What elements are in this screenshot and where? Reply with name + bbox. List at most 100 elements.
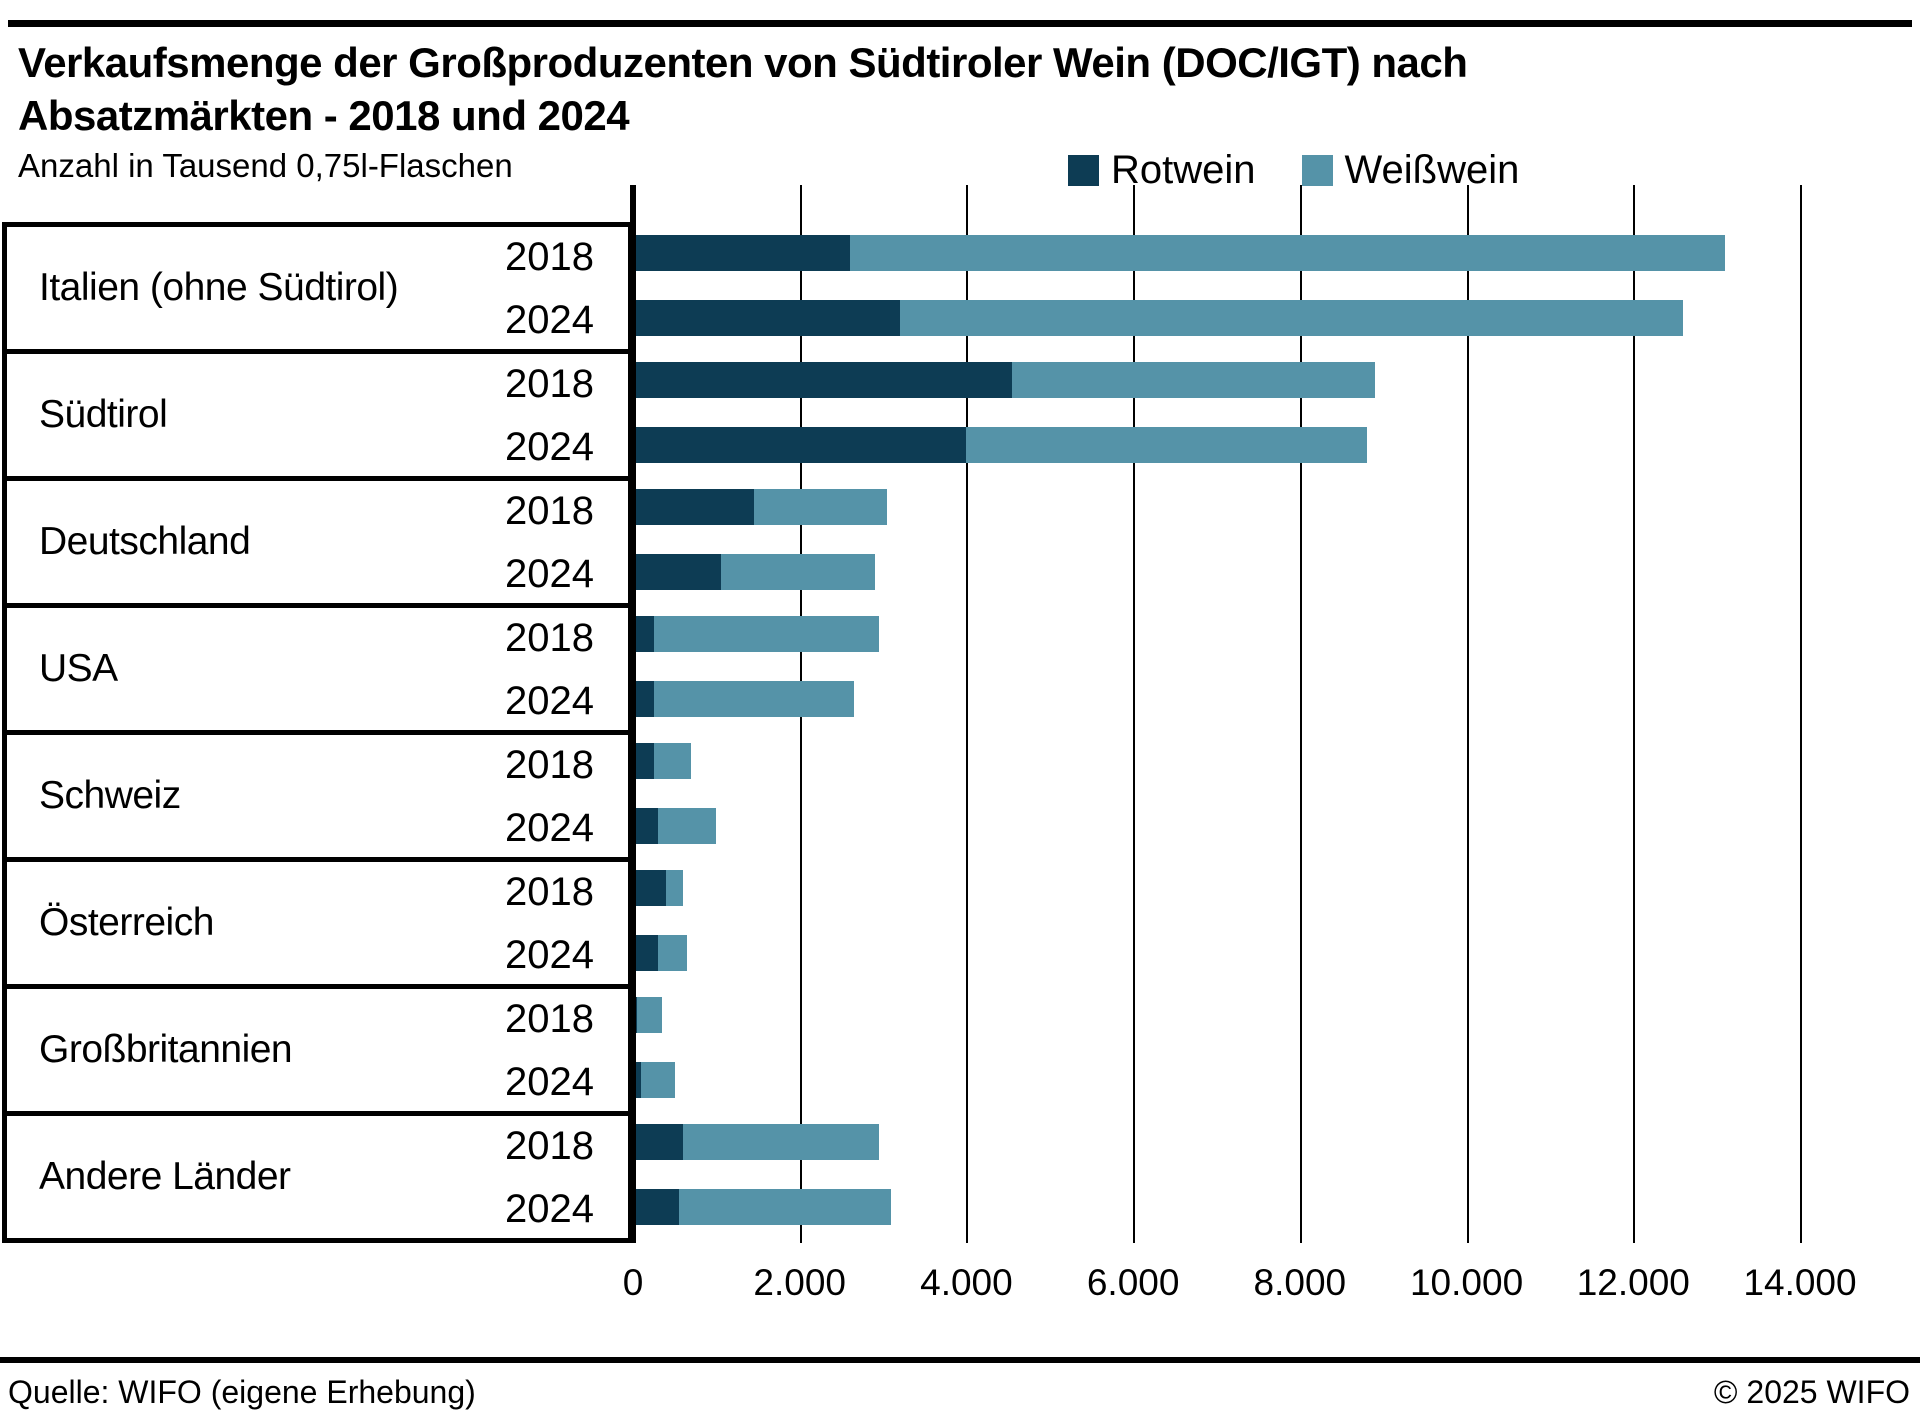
bar-segment-weisswein — [678, 1189, 892, 1225]
year-label-2024: 2024 — [505, 424, 594, 469]
rotwein-swatch-icon — [1068, 155, 1099, 186]
bar-segment-rotwein — [633, 300, 900, 336]
bar-s-dtirol-2018 — [633, 362, 1375, 398]
year-rows: 2018 2024 — [505, 608, 594, 730]
bar-segment-weisswein — [666, 870, 683, 906]
year-rows: 2018 2024 — [505, 227, 594, 349]
bar-segment-rotwein — [633, 1062, 642, 1098]
year-rows: 2018 2024 — [505, 862, 594, 984]
plot-area — [630, 185, 1913, 1243]
gridline-14000 — [1800, 185, 1802, 1243]
x-tick-label-14.000: 14.000 — [1743, 1262, 1857, 1303]
market-label: USA — [39, 647, 118, 690]
market-label: Andere Länder — [39, 1155, 291, 1198]
legend-item-weisswein: Weißwein — [1301, 148, 1520, 193]
bar-segment-weisswein — [899, 300, 1684, 336]
x-tick-label-4.000: 4.000 — [920, 1262, 1013, 1303]
bar-andere-l-nder-2024 — [633, 1189, 892, 1225]
bar-segment-rotwein — [633, 554, 721, 590]
x-tick-label-6.000: 6.000 — [1086, 1262, 1180, 1303]
year-label-2018: 2018 — [505, 742, 594, 787]
year-label-2024: 2024 — [505, 1059, 594, 1104]
year-label-2018: 2018 — [505, 996, 594, 1041]
legend-label: Rotwein — [1111, 148, 1256, 192]
source-note: Quelle: WIFO (eigene Erhebung) — [8, 1374, 476, 1410]
footer-divider — [0, 1357, 1920, 1363]
gridline-4000 — [966, 185, 969, 1243]
legend-label: Weißwein — [1344, 148, 1520, 192]
year-rows: 2018 2024 — [505, 1116, 594, 1238]
bar-segment-weisswein — [641, 1062, 675, 1098]
market-box: Schweiz 2018 2024 — [2, 730, 633, 862]
x-tick-label-8.000: 8.000 — [1253, 1262, 1347, 1303]
bar-segment-rotwein — [633, 743, 654, 779]
gridline-12000 — [1633, 185, 1636, 1243]
bar-segment-rotwein — [633, 1124, 683, 1160]
chart-legend: Rotwein Weißwein — [1068, 148, 1519, 193]
year-rows: 2018 2024 — [505, 481, 594, 603]
year-label-2024: 2024 — [505, 1186, 594, 1231]
year-label-2024: 2024 — [505, 932, 594, 977]
bar-usa-2024 — [633, 681, 854, 717]
bar-segment-rotwein — [633, 616, 654, 652]
bar-gro-britannien-2018 — [633, 997, 663, 1033]
bar-gro-britannien-2024 — [633, 1062, 675, 1098]
bar-segment-rotwein — [633, 870, 667, 906]
chart-title-line2: Absatzmärkten - 2018 und 2024 — [18, 92, 630, 139]
market-box: Deutschland 2018 2024 — [2, 476, 633, 608]
bar-segment-weisswein — [849, 235, 1725, 271]
bar--sterreich-2018 — [633, 870, 683, 906]
bar-segment-weisswein — [658, 935, 688, 971]
bar-usa-2018 — [633, 616, 879, 652]
bar-segment-weisswein — [653, 616, 879, 652]
market-box: Andere Länder 2018 2024 — [2, 1111, 633, 1243]
bar-italien-ohne-s-dtirol--2024 — [633, 300, 1684, 336]
market-box: Südtirol 2018 2024 — [2, 349, 633, 481]
bar-segment-rotwein — [633, 235, 850, 271]
gridline-6000 — [1133, 185, 1136, 1243]
bar-deutschland-2018 — [633, 489, 888, 525]
bar-segment-rotwein — [633, 362, 1013, 398]
chart-title-line1: Verkaufsmenge der Großproduzenten von Sü… — [18, 39, 1468, 86]
market-label: Italien (ohne Südtirol) — [39, 266, 399, 309]
bar-schweiz-2018 — [633, 743, 692, 779]
market-box: Österreich 2018 2024 — [2, 857, 633, 989]
market-label: Südtirol — [39, 393, 168, 436]
year-label-2018: 2018 — [505, 615, 594, 660]
x-tick-label-12.000: 12.000 — [1576, 1262, 1690, 1303]
bar-segment-rotwein — [633, 681, 654, 717]
bar-segment-rotwein — [633, 1189, 679, 1225]
bar-segment-rotwein — [633, 808, 658, 844]
bar-segment-weisswein — [683, 1124, 879, 1160]
top-divider — [8, 20, 1912, 27]
year-label-2024: 2024 — [505, 297, 594, 342]
market-box: Großbritannien 2018 2024 — [2, 984, 633, 1116]
bar-italien-ohne-s-dtirol--2018 — [633, 235, 1725, 271]
year-label-2024: 2024 — [505, 805, 594, 850]
x-tick-label-10.000: 10.000 — [1409, 1262, 1524, 1303]
year-label-2024: 2024 — [505, 678, 594, 723]
bar-segment-weisswein — [658, 808, 717, 844]
year-label-2018: 2018 — [505, 361, 594, 406]
bar--sterreich-2024 — [633, 935, 688, 971]
gridline-8000 — [1299, 185, 1302, 1243]
copyright-note: © 2025 WIFO — [1713, 1374, 1910, 1410]
legend-item-rotwein: Rotwein — [1068, 148, 1256, 193]
x-tick-label-0: 0 — [622, 1262, 644, 1303]
bar-segment-weisswein — [966, 427, 1367, 463]
year-label-2024: 2024 — [505, 551, 594, 596]
bar-andere-l-nder-2018 — [633, 1124, 879, 1160]
market-label: Deutschland — [39, 520, 251, 563]
chart-title: Verkaufsmenge der Großproduzenten von Sü… — [18, 36, 1468, 142]
bar-segment-weisswein — [637, 997, 663, 1033]
market-box: Italien (ohne Südtirol) 2018 2024 — [2, 222, 633, 354]
bar-segment-rotwein — [633, 489, 754, 525]
bar-segment-rotwein — [633, 427, 967, 463]
y-axis-line — [630, 185, 636, 1243]
year-rows: 2018 2024 — [505, 354, 594, 476]
market-label: Österreich — [39, 901, 214, 944]
bar-schweiz-2024 — [633, 808, 717, 844]
chart-subtitle: Anzahl in Tausend 0,75l-Flaschen — [18, 147, 513, 184]
market-label: Schweiz — [39, 774, 181, 817]
